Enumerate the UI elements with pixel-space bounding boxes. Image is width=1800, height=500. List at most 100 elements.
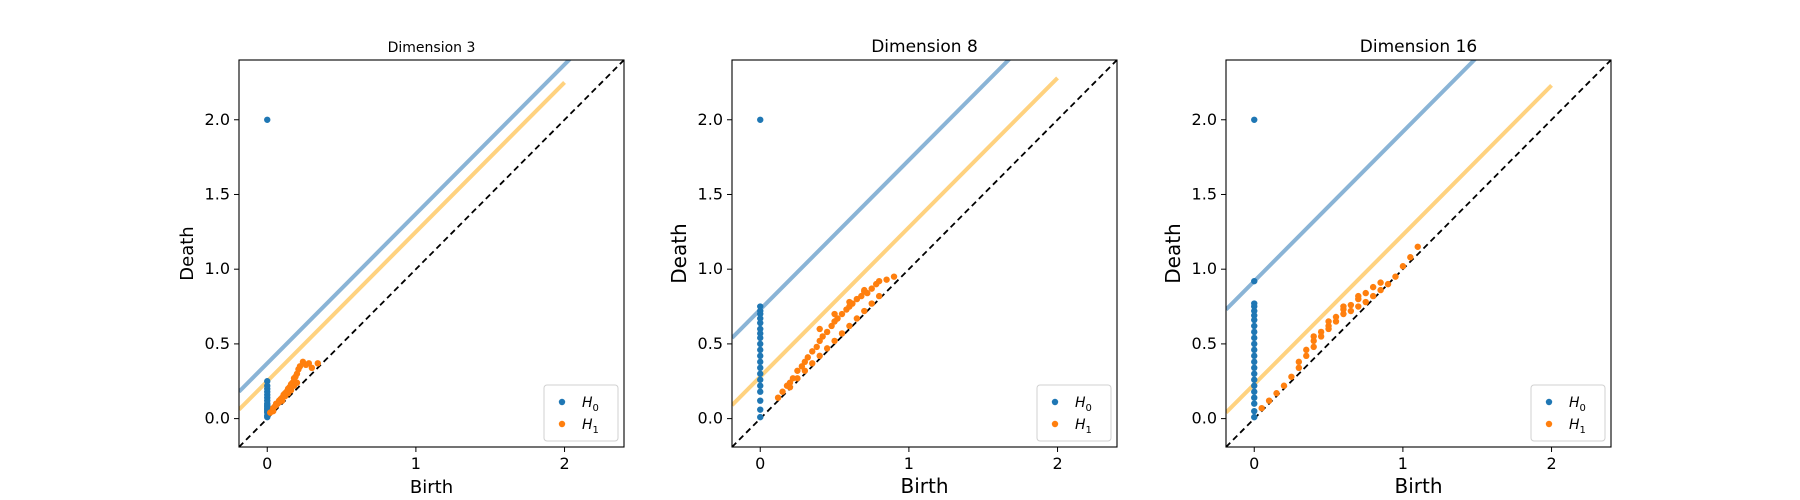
plot-area: [732, 60, 1117, 447]
h0-point: [1251, 358, 1258, 366]
h0-point: [757, 406, 764, 413]
h0-point: [1251, 407, 1258, 415]
h0-point: [1251, 328, 1258, 336]
legend-marker-h1: [558, 420, 566, 428]
h0-point: [1251, 352, 1258, 360]
h1-point: [779, 388, 786, 395]
h1-point: [853, 315, 861, 322]
h0-point: [757, 358, 764, 366]
legend-label-h0: H0: [582, 395, 599, 414]
h1-point: [1310, 337, 1317, 345]
x-tick-label: 0: [262, 454, 272, 473]
y-axis-label: Death: [1161, 223, 1185, 283]
h1-point: [1407, 254, 1414, 261]
h1-point: [1265, 397, 1273, 404]
y-tick-label: 0.5: [698, 334, 723, 353]
h1-point: [838, 330, 846, 337]
h1-point: [875, 292, 883, 300]
h1-point: [804, 354, 812, 361]
y-tick-label: 0.0: [205, 409, 230, 428]
h0-confidence-band: [732, 60, 1012, 340]
h1-point: [846, 298, 853, 306]
h0-point: [757, 376, 764, 383]
y-tick-label: 0.5: [1192, 334, 1217, 353]
h1-point: [1399, 263, 1407, 270]
h0-point: [1251, 370, 1258, 377]
h0-point: [1251, 312, 1258, 319]
h0-point: [1251, 413, 1258, 421]
y-tick-label: 2.0: [205, 110, 230, 129]
h0-point: [264, 378, 271, 385]
h0-point: [1251, 364, 1258, 372]
h1-point: [1310, 333, 1317, 340]
h0-point: [1251, 316, 1258, 324]
h1-point: [861, 307, 868, 315]
h1-point: [1310, 343, 1317, 351]
h1-point: [1288, 373, 1295, 380]
chart-panel-3: 0 1 2 0.0 0.5 1.0 1.5 2.0 Dimension 16 Birth Death…: [1161, 37, 1612, 498]
y-tick-label: 1.5: [1192, 184, 1217, 203]
h1-confidence-band: [1226, 83, 1553, 415]
h1-point: [1414, 243, 1421, 250]
h0-point: [757, 352, 764, 360]
x-axis-label: Birth: [1394, 474, 1442, 498]
h1-point: [1377, 286, 1384, 294]
h1-point: [838, 310, 846, 318]
h0-point: [1251, 116, 1258, 123]
y-tick-label: 0.0: [1192, 409, 1217, 428]
h1-point: [1369, 283, 1377, 291]
legend-label-h1: H1: [1569, 417, 1586, 436]
y-tick-label: 1.0: [698, 259, 723, 278]
legend-marker-h1: [1051, 420, 1059, 428]
x-tick-label: 1: [411, 454, 421, 473]
x-axis-label: Birth: [410, 477, 453, 498]
h1-point: [1355, 303, 1362, 310]
h0-point: [757, 310, 764, 318]
legend-box: [1530, 384, 1606, 442]
plot-area: [239, 60, 624, 447]
h0-point: [757, 334, 764, 342]
h1-point: [786, 384, 794, 391]
h0-point: [1251, 307, 1258, 315]
h0-point: [1251, 277, 1258, 285]
h1-point: [1362, 289, 1369, 297]
h1-point: [1332, 318, 1340, 325]
h1-point: [1369, 292, 1377, 300]
h0-point: [1251, 394, 1258, 401]
x-tick-label: 1: [1398, 454, 1408, 473]
y-tick-label: 1.0: [205, 259, 230, 278]
y-axis-label: Death: [667, 223, 691, 283]
h1-point: [269, 407, 277, 415]
h1-point: [890, 273, 898, 280]
axes-frame: [731, 59, 1118, 448]
legend-label-h1: H1: [1075, 417, 1092, 436]
h0-confidence-band: [239, 60, 572, 394]
h0-point: [757, 340, 764, 348]
h0-point: [1251, 340, 1258, 348]
y-tick-label: 1.5: [205, 184, 230, 203]
diagonal-line: [1226, 60, 1611, 447]
h1-point: [1340, 303, 1347, 310]
h1-point: [1280, 382, 1288, 389]
legend-label-h0: H0: [1569, 395, 1586, 414]
h0-point: [1251, 382, 1258, 389]
h0-point: [264, 116, 271, 123]
h1-point: [1347, 307, 1355, 315]
y-tick-label: 2.0: [1192, 110, 1217, 129]
y-tick-label: 1.0: [1192, 259, 1217, 278]
h1-point: [868, 300, 875, 307]
chart-title: Dimension 3: [388, 40, 476, 56]
h1-point: [1332, 313, 1340, 321]
legend-label-h0: H0: [1075, 395, 1092, 414]
h0-point: [757, 346, 764, 354]
h1-point: [816, 325, 823, 333]
h1-point: [809, 360, 816, 367]
axes-frame: [238, 59, 625, 448]
y-tick-label: 0.0: [698, 409, 723, 428]
legend-marker-h1: [1545, 420, 1553, 428]
x-tick-label: 2: [1052, 454, 1062, 473]
h0-point: [757, 397, 764, 404]
h1-point: [1273, 390, 1280, 397]
